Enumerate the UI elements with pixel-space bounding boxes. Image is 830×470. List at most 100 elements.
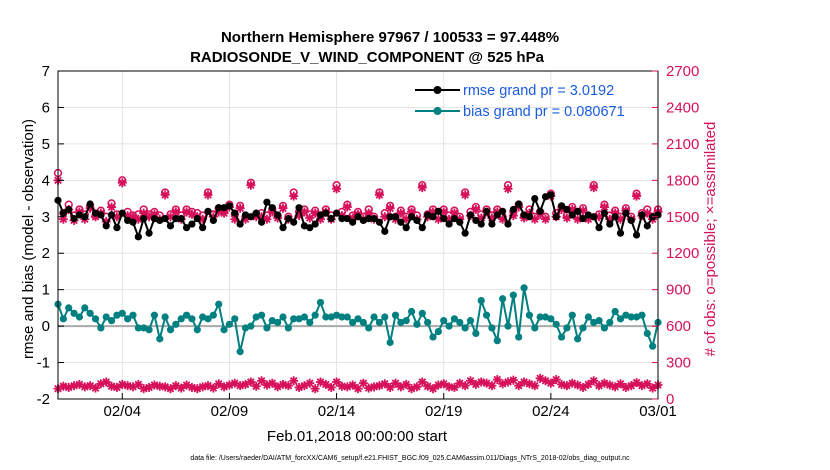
rmse-point [391, 213, 400, 221]
obs-assimilated-point [471, 204, 481, 214]
rmse-point [236, 220, 244, 228]
obs-assimilated-point [589, 183, 599, 193]
obs-assimilated-point [342, 202, 352, 212]
bias-point [75, 313, 84, 321]
rmse-point [322, 209, 330, 217]
rmse-point [209, 216, 217, 225]
y2-tick-label: 900 [666, 282, 691, 299]
rmse-point [290, 218, 298, 226]
rmse-point [407, 213, 416, 221]
bias-obs-count-point [578, 382, 588, 392]
legend-rmse-label: rmse grand pr = 3.0192 [463, 83, 614, 99]
x-tick-label: 02/14 [318, 403, 356, 420]
bias-point [649, 342, 657, 350]
bias-point [193, 326, 201, 334]
bias-obs-count-point [278, 379, 288, 389]
bias-point [338, 313, 346, 321]
y-tick-label: 2 [42, 245, 50, 262]
bias-point [386, 338, 394, 347]
rmse-point [311, 220, 319, 228]
rmse-point [86, 200, 94, 208]
rmse-point [632, 231, 641, 239]
obs-assimilated-point [160, 190, 170, 200]
rmse-point [134, 233, 142, 241]
bias-point [365, 324, 373, 332]
bias-obs-count-point [546, 378, 556, 388]
obs-assimilated-point [299, 207, 309, 217]
y-tick-label: 5 [42, 136, 50, 153]
rmse-point [257, 218, 266, 226]
bias-point [375, 318, 384, 327]
bias-obs-count-point [616, 379, 625, 389]
bias-point [274, 318, 282, 327]
bias-point [134, 324, 142, 332]
bias-point [284, 324, 292, 332]
bias-point [418, 309, 426, 317]
rmse-point [81, 213, 89, 221]
rmse-point [472, 216, 480, 225]
bias-point [70, 309, 78, 317]
bias-point [150, 311, 159, 319]
bias-point [354, 315, 362, 323]
bias-point [456, 318, 464, 327]
rmse-point [600, 209, 609, 217]
bias-point [525, 311, 534, 319]
bias-point [391, 311, 400, 319]
rmse-point [434, 207, 442, 215]
obs-assimilated-point [374, 190, 384, 200]
rmse-point [284, 215, 292, 223]
rmse-point [70, 215, 78, 223]
bias-point [316, 298, 325, 307]
bias-obs-count-point [198, 382, 208, 392]
bias-point [359, 318, 367, 327]
chart-subtitle: RADIOSONDE_V_WIND_COMPONENT @ 525 hPa [190, 49, 545, 66]
rmse-point [445, 220, 453, 228]
y-axis-label: rmse and bias (model - observation) [20, 119, 37, 359]
rmse-point [429, 213, 437, 221]
rmse-point [332, 209, 341, 217]
rmse-point [193, 215, 201, 223]
rmse-point [477, 220, 485, 228]
bias-point [370, 313, 378, 321]
y2-axis-label: # of obs: o=possible; ×=assimilated [702, 122, 719, 357]
bias-obs-count-point [610, 382, 620, 392]
bias-point [209, 311, 217, 319]
bias-point [65, 304, 73, 312]
rmse-point [568, 211, 576, 219]
bias-point [482, 311, 491, 319]
bias-point [118, 309, 126, 317]
bias-point [579, 324, 587, 332]
bias-point [247, 322, 255, 330]
y2-tick-label: 1800 [666, 172, 699, 189]
obs-assimilated-point [117, 178, 127, 188]
rmse-point [557, 202, 566, 210]
rmse-point [247, 213, 255, 221]
rmse-point [611, 213, 619, 221]
bias-obs-count-point [428, 384, 438, 394]
bias-point [86, 309, 94, 317]
bias-point [504, 322, 512, 330]
y-tick-label: 6 [42, 99, 50, 116]
obs-assimilated-point [219, 208, 229, 218]
legend-bias-marker [433, 107, 442, 115]
bias-point [220, 326, 228, 334]
rmse-point [118, 209, 126, 217]
rmse-point [113, 224, 121, 232]
bias-point [499, 295, 507, 303]
x-tick-label: 02/09 [211, 403, 249, 420]
obs-assimilated-point [332, 184, 342, 194]
bias-point [343, 313, 351, 321]
bias-point [145, 326, 153, 334]
bias-point [166, 326, 175, 334]
bias-point [182, 311, 191, 319]
bias-point [611, 307, 619, 316]
bias-point [349, 318, 357, 327]
y-tick-label: 0 [42, 318, 50, 335]
rmse-point [456, 218, 464, 226]
rmse-point [493, 211, 501, 219]
rmse-point [418, 224, 426, 232]
rmse-point [161, 215, 169, 223]
rmse-point [525, 213, 534, 221]
bias-point [638, 311, 646, 319]
bias-point [156, 335, 164, 343]
